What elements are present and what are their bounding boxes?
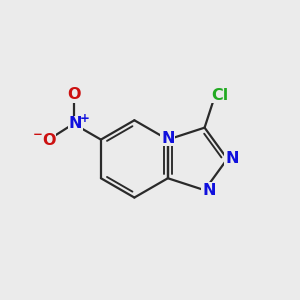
Text: N: N (161, 130, 175, 146)
Text: O: O (42, 133, 56, 148)
Text: Cl: Cl (212, 88, 229, 103)
Text: −: − (33, 128, 43, 142)
Text: N: N (69, 116, 82, 131)
Text: N: N (225, 152, 238, 166)
Text: O: O (67, 87, 81, 102)
Text: N: N (202, 183, 216, 198)
Text: +: + (80, 112, 90, 125)
